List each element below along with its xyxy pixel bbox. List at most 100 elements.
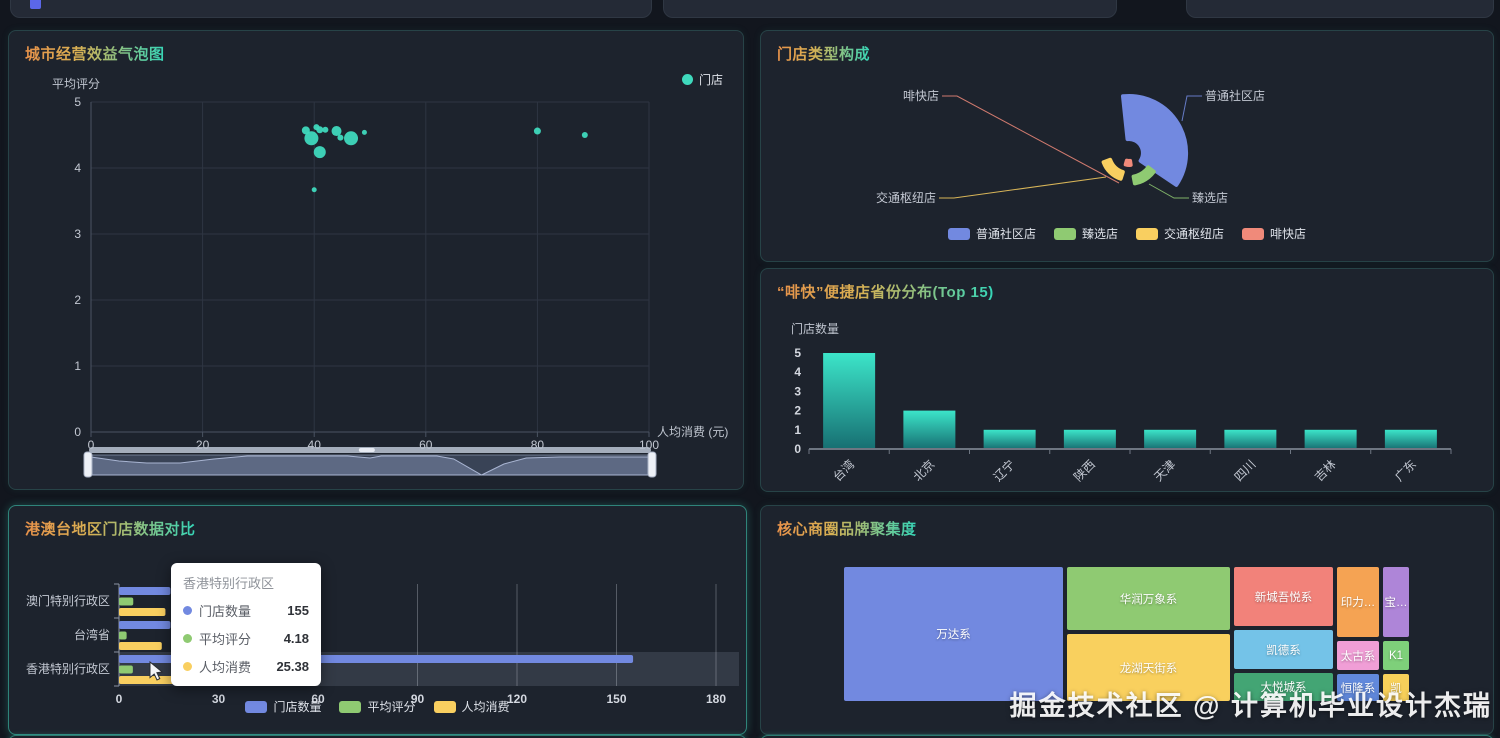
svg-text:人均消费 (元): 人均消费 (元) [657, 425, 728, 439]
legend-item[interactable]: 平均评分 [339, 698, 416, 715]
province-bar[interactable] [1304, 429, 1357, 449]
treemap-block[interactable]: 大悦城系 [1234, 673, 1333, 701]
pie-sector[interactable] [1131, 165, 1156, 186]
pie-sector[interactable] [1123, 158, 1133, 167]
treemap-block[interactable]: 华润万象系 [1067, 567, 1230, 630]
legend-item[interactable]: 人均消费 [433, 698, 510, 715]
svg-text:平均评分: 平均评分 [52, 77, 100, 91]
treemap-block[interactable]: K1 [1383, 641, 1409, 670]
chart-tooltip: 香港特别行政区 门店数量 155 平均评分 4.18 人均消费 25.38 [171, 563, 321, 686]
treemap-block-label: 龙湖天街系 [1119, 662, 1178, 675]
pie-label-line [939, 176, 1107, 199]
watermark: 掘金技术社区 @ 计算机毕业设计杰瑞 [1009, 691, 1492, 721]
legend-item[interactable]: 门店数量 [245, 698, 321, 715]
bubble-point[interactable] [581, 132, 588, 138]
treemap-block[interactable]: 凯德系 [1234, 630, 1333, 669]
bubble-point[interactable] [322, 126, 329, 133]
pie-sector[interactable] [1121, 93, 1188, 187]
treemap-block[interactable]: 恒隆系 [1337, 674, 1379, 701]
legend-label: 平均评分 [367, 700, 416, 714]
region-label: 香港特别行政区 [26, 661, 110, 676]
legend-item[interactable]: 普通社区店 [947, 225, 1036, 242]
bubble-point[interactable] [533, 127, 541, 135]
svg-text:1: 1 [794, 423, 801, 437]
svg-text:0: 0 [116, 692, 123, 706]
svg-text:门店数量: 门店数量 [791, 321, 839, 336]
panel-province-bar: “啡快”便捷店省份分布(Top 15) 门店数量 0 1 2 3 4 5 台湾 北京 辽宁 陕西 天津… [760, 268, 1494, 492]
legend-label: 人均消费 [461, 700, 510, 714]
treemap-block[interactable]: 印力… [1337, 567, 1379, 637]
svg-text:5: 5 [794, 346, 801, 360]
province-label: 四川 [1232, 457, 1259, 484]
datazoom-handle-right[interactable] [647, 451, 657, 478]
treemap-block[interactable]: 太古系 [1337, 641, 1379, 670]
svg-text:90: 90 [411, 692, 425, 706]
legend-marker [1136, 227, 1158, 240]
pie-label: 交通枢纽店 [876, 190, 936, 205]
bubble-point[interactable] [304, 131, 319, 146]
province-bar[interactable] [1224, 429, 1277, 449]
province-bar[interactable] [983, 429, 1036, 449]
svg-text:4: 4 [74, 161, 81, 175]
hbar-1[interactable] [119, 665, 133, 674]
tooltip-row: 人均消费 25.38 [183, 657, 309, 676]
treemap-block[interactable]: 万达系 [844, 567, 1063, 701]
province-bar[interactable] [1144, 429, 1197, 449]
province-bar[interactable] [903, 410, 956, 449]
bubble-point[interactable] [311, 187, 317, 193]
province-label: 陕西 [1070, 457, 1098, 485]
legend-marker [1053, 227, 1076, 240]
legend-item[interactable]: 门店 [681, 71, 723, 88]
treemap-block[interactable]: 宝… [1383, 567, 1409, 637]
treemap-block-label: 新城吾悦系 [1254, 591, 1313, 604]
legend-label: 啡快店 [1270, 227, 1307, 241]
legend-item[interactable]: 啡快店 [1242, 225, 1306, 242]
hbar-2[interactable] [119, 642, 162, 650]
tooltip-series-label: 门店数量 [199, 604, 252, 619]
bubble-point[interactable] [337, 134, 344, 141]
treemap-block[interactable]: 凯 [1383, 674, 1409, 701]
mini-chart-icon [30, 0, 41, 9]
hbar-legend[interactable]: 门店数量 平均评分 人均消费 [9, 698, 746, 715]
province-bar[interactable] [1063, 429, 1116, 449]
svg-text:0: 0 [88, 438, 95, 452]
bubble-point[interactable] [316, 126, 324, 134]
bubble-point[interactable] [344, 131, 359, 146]
treemap-block-label: 太古系 [1340, 650, 1376, 663]
svg-text:30: 30 [212, 692, 226, 706]
bubble-point[interactable] [361, 129, 367, 135]
legend-label: 门店数量 [273, 700, 322, 714]
legend-marker [1242, 227, 1265, 240]
hbar-0[interactable] [119, 587, 171, 595]
pie-legend[interactable]: 普通社区店 臻选店 交通枢纽店 啡快店 [761, 225, 1493, 242]
hbar-2[interactable] [119, 608, 166, 616]
bubble-legend[interactable]: 门店 [681, 71, 723, 88]
province-bar[interactable] [1384, 429, 1437, 449]
treemap-block[interactable]: 龙湖天街系 [1067, 634, 1230, 701]
bubble-point[interactable] [313, 146, 326, 159]
province-bar-canvas[interactable]: 门店数量 0 1 2 3 4 5 台湾 北京 辽宁 陕西 天津 四川 吉林 广东 [761, 269, 1493, 491]
legend-item[interactable]: 臻选店 [1053, 225, 1118, 242]
region-label: 台湾省 [74, 627, 110, 642]
hbar-0[interactable] [119, 621, 171, 629]
treemap-block-label: 恒隆系 [1340, 682, 1376, 695]
treemap-block[interactable]: 新城吾悦系 [1234, 567, 1333, 626]
hbar-1[interactable] [119, 597, 134, 606]
panel-bubble-chart: 城市经营效益气泡图 门店 0 1 2 3 4 5 0 20 40 60 80 100 平均评分 人均消费 … [8, 30, 744, 490]
province-label: 辽宁 [990, 457, 1018, 485]
treemap-canvas[interactable]: 万达系 华润万象系龙湖天街系 新城吾悦系凯德系大悦城系 印力… 宝… 太古系 K1 恒隆系 凯 [844, 567, 1409, 701]
pie-sector[interactable] [1101, 157, 1125, 181]
datazoom-handle-left[interactable] [83, 451, 93, 478]
treemap-block-label: 宝… [1384, 597, 1408, 609]
bubble-point[interactable] [331, 126, 342, 137]
legend-marker [947, 227, 970, 240]
svg-text:4: 4 [794, 365, 801, 379]
province-bar[interactable] [823, 353, 876, 449]
treemap-block-label: 万达系 [936, 629, 971, 641]
panel-title-pie: 门店类型构成 [777, 43, 870, 64]
treemap-block-label: 凯德系 [1266, 644, 1301, 657]
hbar-1[interactable] [119, 631, 127, 640]
legend-item[interactable]: 交通枢纽店 [1136, 225, 1224, 242]
